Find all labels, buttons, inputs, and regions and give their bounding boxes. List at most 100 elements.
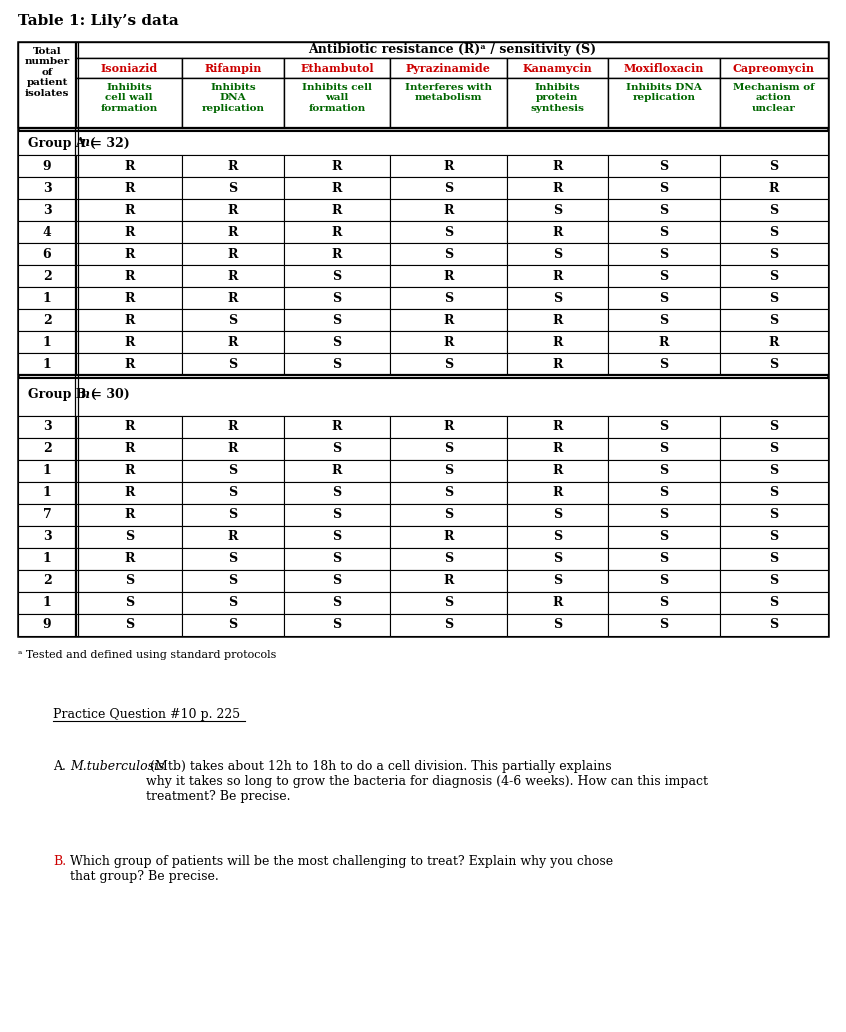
Bar: [720, 416, 828, 438]
Bar: [390, 482, 507, 504]
Text: R: R: [228, 203, 239, 217]
Text: 1: 1: [42, 464, 52, 478]
Bar: [18, 42, 828, 636]
Text: 3: 3: [42, 203, 52, 217]
Text: Antibiotic resistance (R)ᵃ / sensitivity (S): Antibiotic resistance (R)ᵃ / sensitivity…: [308, 43, 596, 57]
Text: n: n: [80, 136, 89, 150]
Bar: [283, 58, 390, 78]
Bar: [18, 42, 76, 128]
Text: 1: 1: [42, 552, 52, 566]
Bar: [283, 548, 390, 570]
Text: Inhibits
cell wall
formation: Inhibits cell wall formation: [101, 83, 158, 112]
Bar: [608, 504, 720, 526]
Text: R: R: [124, 314, 135, 326]
Text: S: S: [228, 596, 238, 610]
Text: S: S: [769, 618, 778, 632]
Text: 2: 2: [42, 575, 52, 587]
Bar: [18, 438, 76, 460]
Bar: [18, 378, 828, 416]
Bar: [76, 42, 828, 58]
Text: S: S: [332, 357, 342, 370]
Bar: [720, 221, 828, 243]
Text: S: S: [659, 357, 668, 370]
Text: S: S: [444, 357, 453, 370]
Bar: [183, 199, 283, 221]
Bar: [507, 592, 608, 614]
Text: S: S: [444, 618, 453, 632]
Text: S: S: [659, 486, 668, 499]
Bar: [720, 353, 828, 375]
Text: S: S: [659, 575, 668, 587]
Text: Group A (: Group A (: [28, 136, 96, 150]
Bar: [18, 178, 76, 199]
Bar: [390, 331, 507, 353]
Bar: [608, 243, 720, 265]
Bar: [18, 131, 828, 155]
Text: S: S: [332, 552, 342, 566]
Text: R: R: [659, 335, 669, 349]
Text: S: S: [332, 618, 342, 632]
Bar: [283, 221, 390, 243]
Bar: [608, 570, 720, 592]
Text: S: S: [769, 314, 778, 326]
Text: S: S: [444, 464, 453, 478]
Text: R: R: [124, 357, 135, 370]
Text: 1: 1: [42, 357, 52, 370]
Text: R: R: [332, 248, 342, 260]
Bar: [507, 570, 608, 592]
Bar: [507, 58, 608, 78]
Text: R: R: [332, 420, 342, 433]
Text: S: S: [228, 552, 238, 566]
Bar: [183, 353, 283, 375]
Bar: [390, 438, 507, 460]
Bar: [608, 416, 720, 438]
Text: S: S: [552, 203, 562, 217]
Bar: [720, 548, 828, 570]
Text: R: R: [552, 443, 563, 455]
Text: R: R: [552, 420, 563, 433]
Text: R: R: [552, 314, 563, 326]
Text: S: S: [659, 226, 668, 238]
Text: R: R: [124, 420, 135, 433]
Bar: [76, 58, 183, 78]
Bar: [720, 155, 828, 178]
Bar: [507, 178, 608, 199]
Text: R: R: [552, 226, 563, 238]
Bar: [507, 482, 608, 504]
Bar: [183, 614, 283, 636]
Bar: [507, 331, 608, 353]
Bar: [76, 416, 183, 438]
Text: S: S: [444, 596, 453, 610]
Bar: [18, 614, 76, 636]
Text: R: R: [552, 486, 563, 499]
Bar: [76, 548, 183, 570]
Text: S: S: [444, 486, 453, 499]
Bar: [283, 155, 390, 178]
Bar: [283, 265, 390, 287]
Text: S: S: [659, 552, 668, 566]
Text: R: R: [332, 464, 342, 478]
Text: R: R: [552, 269, 563, 283]
Bar: [608, 178, 720, 199]
Text: S: S: [332, 509, 342, 521]
Text: R: R: [124, 269, 135, 283]
Bar: [183, 58, 283, 78]
Bar: [608, 287, 720, 309]
Bar: [76, 155, 183, 178]
Text: Interferes with
metabolism: Interferes with metabolism: [405, 83, 492, 102]
Text: S: S: [552, 509, 562, 521]
Bar: [76, 438, 183, 460]
Text: S: S: [769, 596, 778, 610]
Bar: [608, 592, 720, 614]
Text: R: R: [769, 182, 779, 194]
Bar: [720, 504, 828, 526]
Text: S: S: [332, 291, 342, 304]
Bar: [608, 548, 720, 570]
Text: Ethambutol: Ethambutol: [300, 63, 374, 73]
Bar: [283, 199, 390, 221]
Text: Kanamycin: Kanamycin: [523, 63, 592, 73]
Bar: [390, 460, 507, 482]
Text: S: S: [769, 160, 778, 172]
Text: Group B (: Group B (: [28, 388, 96, 401]
Text: S: S: [444, 248, 453, 260]
